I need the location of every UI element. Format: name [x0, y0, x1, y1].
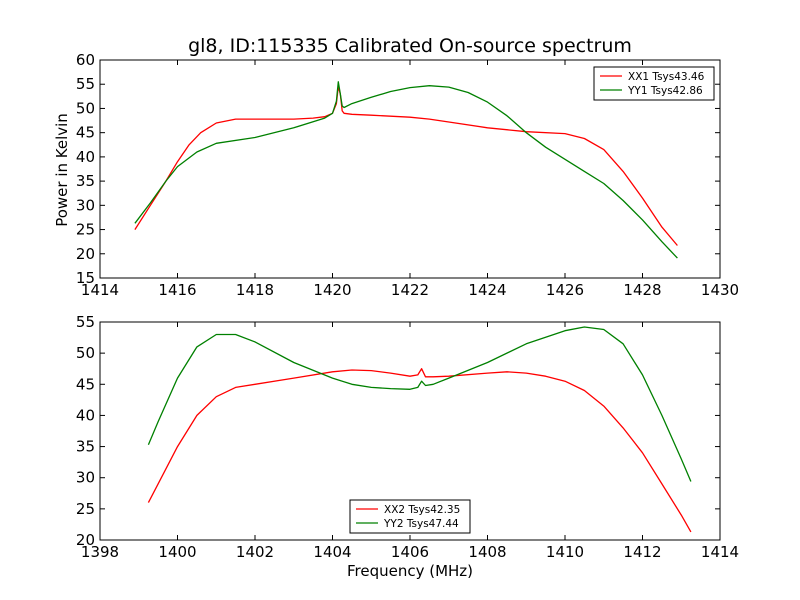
- y-tick-label: 50: [76, 99, 95, 117]
- x-tick-label: 1398: [81, 543, 119, 561]
- top-legend: XX1 Tsys43.46 YY1 Tsys42.86: [593, 66, 715, 101]
- legend-label-xx2: XX2 Tsys42.35: [384, 504, 460, 516]
- bottom-x-axis-label: Frequency (MHz): [347, 562, 473, 580]
- top-legend-box: [593, 66, 715, 101]
- x-tick-label: 1428: [623, 281, 661, 299]
- bottom-plot: Frequency (MHz) 1398 1400 1402 1404 1406 1408…: [76, 313, 739, 580]
- top-y-axis-label: Power in Kelvin: [53, 113, 71, 227]
- y-tick-label: 45: [76, 375, 95, 393]
- x-tick-label: 1412: [623, 543, 661, 561]
- y-tick-label: 35: [76, 438, 95, 456]
- bottom-plot-lines: [147, 326, 692, 533]
- chart-title: gl8, ID:115335 Calibrated On-source spec…: [188, 35, 632, 57]
- y-tick-label: 15: [76, 269, 95, 287]
- y-tick-label: 25: [76, 221, 95, 239]
- y-tick-label: 60: [76, 51, 95, 69]
- x-tick-label: 1422: [391, 281, 429, 299]
- x-tick-label: 1400: [158, 543, 196, 561]
- y-tick-label: 40: [76, 148, 95, 166]
- x-tick-label: 1410: [546, 543, 584, 561]
- y-tick-label: 55: [76, 75, 95, 93]
- y-tick-label: 55: [76, 313, 95, 331]
- y-tick-label: 45: [76, 124, 95, 142]
- series-line-1: [134, 81, 678, 259]
- x-tick-label: 1430: [701, 281, 739, 299]
- x-tick-label: 1418: [236, 281, 274, 299]
- x-tick-label: 1414: [701, 543, 739, 561]
- y-tick-label: 30: [76, 469, 95, 487]
- y-tick-label: 20: [76, 245, 95, 263]
- y-tick-label: 35: [76, 172, 95, 190]
- x-tick-label: 1402: [236, 543, 274, 561]
- bottom-axis-ticks: 1398 1400 1402 1404 1406 1408 1410 1412 1414 20 25…: [76, 313, 739, 561]
- x-tick-label: 1426: [546, 281, 584, 299]
- y-tick-label: 30: [76, 196, 95, 214]
- bottom-legend-box: [349, 499, 471, 534]
- top-plot-frame: [99, 59, 721, 279]
- x-tick-label: 1416: [158, 281, 196, 299]
- legend-label-yy2: YY2 Tsys47.44: [383, 518, 459, 530]
- bottom-legend: XX2 Tsys42.35 YY2 Tsys47.44: [349, 499, 471, 534]
- legend-label-yy1: YY1 Tsys42.86: [627, 85, 703, 97]
- y-tick-label: 50: [76, 344, 95, 362]
- y-tick-label: 20: [76, 531, 95, 549]
- x-tick-label: 1420: [313, 281, 351, 299]
- x-tick-label: 1424: [468, 281, 506, 299]
- x-tick-label: 1408: [468, 543, 506, 561]
- y-tick-label: 25: [76, 500, 95, 518]
- top-plot: gl8, ID:115335 Calibrated On-source spec…: [53, 35, 739, 299]
- bottom-plot-frame: [99, 321, 721, 541]
- series-line-0: [147, 368, 692, 533]
- y-tick-label: 40: [76, 406, 95, 424]
- top-axis-ticks: 1414 1416 1418 1420 1422 1424 1426 1428 1430 15 20…: [76, 51, 739, 299]
- series-line-1: [147, 326, 692, 482]
- legend-label-xx1: XX1 Tsys43.46: [628, 71, 705, 83]
- top-plot-lines: [134, 81, 678, 259]
- x-tick-label: 1404: [313, 543, 351, 561]
- x-tick-label: 1406: [391, 543, 429, 561]
- x-tick-label: 1414: [81, 281, 119, 299]
